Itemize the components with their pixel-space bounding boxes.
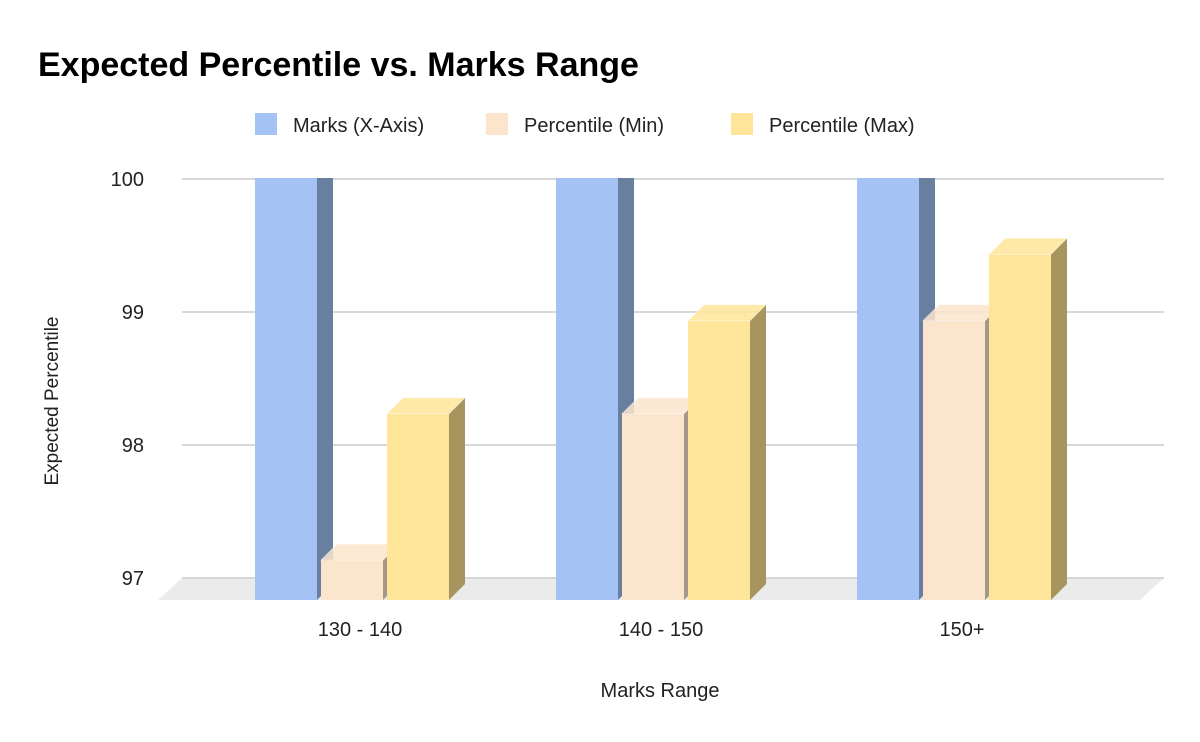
x-tick-label: 140 - 150 <box>619 619 704 641</box>
bar-front <box>989 254 1051 600</box>
legend-label: Percentile (Max) <box>769 115 915 137</box>
legend: Marks (X-Axis) Percentile (Min) Percentile… <box>255 113 915 137</box>
bar-front <box>255 178 317 600</box>
bar <box>921 304 1003 600</box>
x-tick-label: 130 - 140 <box>318 619 403 641</box>
bar-top <box>987 237 1069 255</box>
bar-front <box>688 320 750 600</box>
bar <box>255 178 333 600</box>
bar <box>556 178 634 600</box>
bar <box>686 304 768 600</box>
legend-label: Percentile (Min) <box>524 115 664 137</box>
legend-label: Marks (X-Axis) <box>293 115 424 137</box>
legend-swatch <box>255 113 277 135</box>
legend-swatch <box>486 113 508 135</box>
bar-top <box>686 304 768 322</box>
bar <box>987 237 1069 600</box>
y-tick-label: 100 <box>111 169 144 191</box>
y-tick-label: 97 <box>122 568 144 590</box>
legend-swatch <box>731 113 753 135</box>
y-axis-label: Expected Percentile <box>42 317 63 486</box>
bar-side <box>1051 238 1067 600</box>
bar-side <box>750 304 766 600</box>
bar-front <box>387 413 449 600</box>
bar-side <box>317 178 333 600</box>
bar-front <box>923 320 985 600</box>
y-tick-label: 99 <box>122 302 144 324</box>
bar-front <box>622 413 684 600</box>
bar <box>385 397 467 600</box>
bar-front <box>556 178 618 600</box>
y-tick-label: 98 <box>122 435 144 457</box>
x-axis-label: Marks Range <box>601 680 720 702</box>
x-tick-label: 150+ <box>939 619 984 641</box>
bar-top <box>385 397 467 415</box>
bars <box>255 178 1069 600</box>
x-tick-labels: 130 - 140 140 - 150 150+ <box>318 619 985 641</box>
chart-title: Expected Percentile vs. Marks Range <box>38 46 639 84</box>
bar-front <box>321 560 383 600</box>
bar-front <box>857 178 919 600</box>
bar-side <box>449 397 465 600</box>
